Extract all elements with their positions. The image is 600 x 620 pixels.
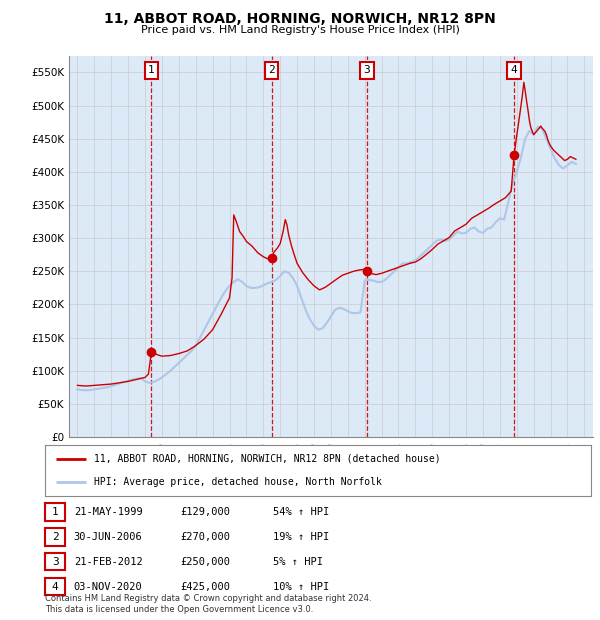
Text: This data is licensed under the Open Government Licence v3.0.: This data is licensed under the Open Gov… — [45, 604, 313, 614]
Text: £270,000: £270,000 — [180, 532, 230, 542]
Text: 03-NOV-2020: 03-NOV-2020 — [74, 582, 143, 591]
Text: 4: 4 — [52, 582, 59, 591]
Text: £250,000: £250,000 — [180, 557, 230, 567]
Text: 11, ABBOT ROAD, HORNING, NORWICH, NR12 8PN (detached house): 11, ABBOT ROAD, HORNING, NORWICH, NR12 8… — [94, 454, 441, 464]
Text: £129,000: £129,000 — [180, 507, 230, 517]
Text: 11, ABBOT ROAD, HORNING, NORWICH, NR12 8PN: 11, ABBOT ROAD, HORNING, NORWICH, NR12 8… — [104, 12, 496, 27]
Text: 4: 4 — [511, 65, 517, 76]
Text: Contains HM Land Registry data © Crown copyright and database right 2024.: Contains HM Land Registry data © Crown c… — [45, 593, 371, 603]
Text: 30-JUN-2006: 30-JUN-2006 — [74, 532, 143, 542]
Text: 21-MAY-1999: 21-MAY-1999 — [74, 507, 143, 517]
Text: 2: 2 — [52, 532, 59, 542]
Text: 5% ↑ HPI: 5% ↑ HPI — [273, 557, 323, 567]
Text: HPI: Average price, detached house, North Norfolk: HPI: Average price, detached house, Nort… — [94, 477, 382, 487]
Text: £425,000: £425,000 — [180, 582, 230, 591]
Text: 2: 2 — [268, 65, 275, 76]
Text: 21-FEB-2012: 21-FEB-2012 — [74, 557, 143, 567]
Text: 3: 3 — [364, 65, 370, 76]
Text: Price paid vs. HM Land Registry's House Price Index (HPI): Price paid vs. HM Land Registry's House … — [140, 25, 460, 35]
Text: 1: 1 — [52, 507, 59, 517]
Text: 10% ↑ HPI: 10% ↑ HPI — [273, 582, 329, 591]
Text: 19% ↑ HPI: 19% ↑ HPI — [273, 532, 329, 542]
Text: 1: 1 — [148, 65, 155, 76]
Text: 3: 3 — [52, 557, 59, 567]
Text: 54% ↑ HPI: 54% ↑ HPI — [273, 507, 329, 517]
